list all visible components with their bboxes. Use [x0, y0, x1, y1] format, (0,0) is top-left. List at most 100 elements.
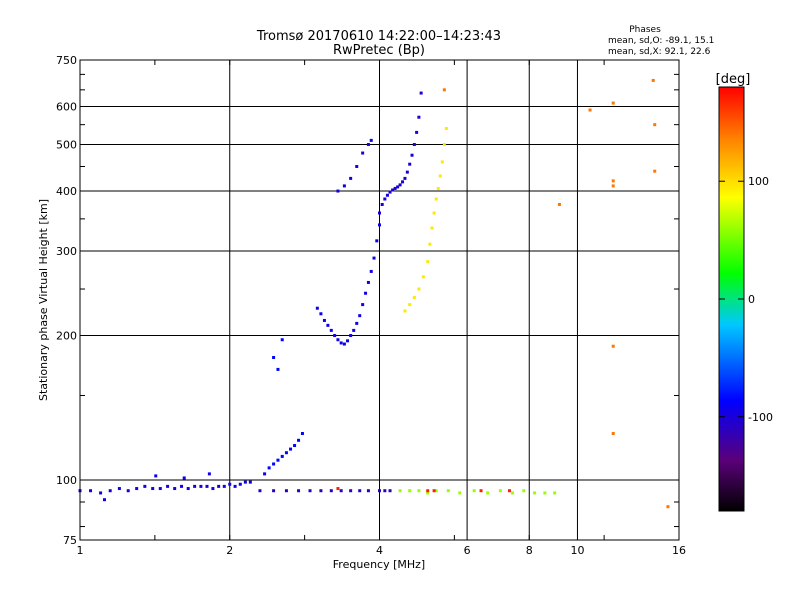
y-tick-label: 300	[56, 245, 77, 258]
data-point	[396, 185, 400, 189]
data-point	[369, 138, 373, 142]
grid	[80, 60, 679, 540]
data-point	[217, 484, 221, 488]
data-point	[393, 186, 397, 190]
data-point	[158, 487, 162, 491]
data-point	[355, 321, 359, 325]
data-point	[417, 489, 421, 493]
data-point	[108, 489, 112, 493]
data-series	[258, 489, 392, 493]
data-point	[507, 489, 511, 493]
data-point	[472, 489, 476, 493]
data-point	[342, 342, 346, 346]
data-point	[553, 491, 557, 495]
data-point	[289, 447, 293, 451]
x-tick-label: 10	[570, 544, 584, 557]
data-point	[398, 489, 402, 493]
data-point	[276, 458, 280, 462]
x-tick-label: 4	[376, 544, 383, 557]
data-point	[319, 312, 323, 316]
data-point	[300, 432, 304, 436]
data-point	[284, 489, 288, 493]
data-point	[173, 487, 177, 491]
data-point	[297, 438, 301, 442]
data-point	[258, 489, 262, 493]
data-point	[426, 491, 430, 495]
y-tick-label: 600	[56, 101, 77, 114]
y-tick-label: 200	[56, 330, 77, 343]
data-point	[336, 189, 340, 193]
x-tick-label: 16	[672, 544, 686, 557]
data-point	[358, 314, 362, 318]
data-point	[329, 328, 333, 332]
data-series	[336, 138, 373, 193]
data-point	[405, 170, 409, 174]
data-point	[272, 489, 276, 493]
data-point	[238, 482, 242, 486]
data-point	[403, 176, 407, 180]
data-point	[378, 223, 381, 227]
data-point	[333, 334, 337, 338]
data-point	[543, 491, 547, 495]
data-point	[510, 491, 514, 495]
data-point	[99, 491, 103, 495]
data-point	[263, 472, 267, 476]
data-point	[297, 489, 301, 493]
data-point	[180, 484, 184, 488]
data-point	[434, 197, 438, 201]
data-point	[385, 193, 389, 197]
chart-subtitle: RwPretec (Bp)	[333, 43, 425, 58]
data-point	[378, 489, 381, 493]
data-point	[186, 487, 190, 491]
data-point	[442, 143, 446, 147]
phases-o-stats: mean, sd,O: -89.1, 15.1	[608, 36, 714, 46]
chart-title: Tromsø 20170610 14:22:00–14:23:43	[256, 29, 501, 44]
data-point	[383, 489, 387, 493]
x-tick-label: 1	[77, 544, 84, 557]
y-tick-label: 400	[56, 185, 77, 198]
data-point	[326, 323, 330, 327]
data-point	[154, 474, 158, 478]
data-series	[442, 78, 670, 509]
data-point	[366, 489, 370, 493]
data-point	[366, 143, 370, 147]
data-point	[369, 269, 373, 273]
data-point	[308, 489, 312, 493]
data-point	[322, 318, 326, 322]
data-point	[408, 489, 412, 493]
data-point	[349, 489, 353, 493]
data-point	[276, 367, 280, 371]
x-axis-label: Frequency [MHz]	[333, 558, 425, 571]
y-tick-label: 75	[63, 534, 77, 547]
data-series	[78, 472, 252, 502]
data-point	[349, 176, 353, 180]
data-point	[486, 491, 490, 495]
data-point	[358, 489, 362, 493]
data-point	[222, 484, 226, 488]
data-point	[421, 275, 425, 279]
data-point	[199, 484, 203, 488]
data-point	[380, 202, 384, 206]
data-point	[446, 489, 450, 493]
data-point	[228, 482, 232, 486]
data-point	[280, 338, 284, 342]
data-point	[342, 184, 346, 188]
data-point	[166, 484, 170, 488]
data-series	[315, 223, 381, 346]
data-point	[329, 489, 333, 493]
data-point	[383, 197, 387, 201]
data-point	[207, 472, 211, 476]
axes: 1 2 4 6 8 10 16 75 100 200 300 400 500 600 750	[56, 54, 686, 557]
data-point	[401, 180, 405, 184]
data-point	[611, 432, 615, 436]
data-point	[143, 484, 147, 488]
data-point	[432, 489, 436, 493]
colorbar-tick-label: 0	[748, 293, 755, 306]
data-point	[336, 487, 340, 491]
data-point	[267, 466, 271, 470]
data-point	[419, 91, 423, 95]
x-tick-label: 2	[226, 544, 233, 557]
data-point	[284, 451, 288, 455]
data-point	[434, 489, 438, 493]
data-point	[611, 184, 615, 188]
